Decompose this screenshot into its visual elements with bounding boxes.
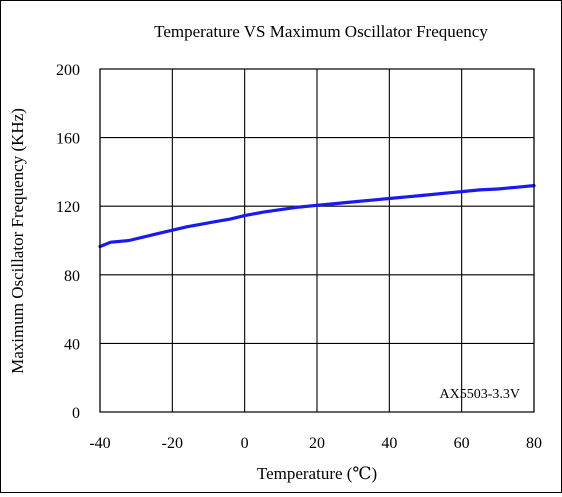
y-tick-label: 40 <box>64 336 80 353</box>
tick-labels: -40 -20 0 20 40 60 80 0 40 80 120 160 200 <box>56 62 542 452</box>
chart-annotation: AX5503-3.3V <box>440 387 521 402</box>
series-layer <box>98 184 536 249</box>
y-tick-label: 200 <box>56 62 80 79</box>
y-tick-label: 80 <box>64 268 80 285</box>
x-tick-label: 80 <box>526 435 542 452</box>
x-tick-label: -40 <box>89 435 110 452</box>
y-tick-label: 0 <box>72 405 80 422</box>
y-axis-title: Maximum Oscillator Frequency (KHz) <box>8 108 27 374</box>
x-tick-label: 0 <box>241 435 249 452</box>
chart-title: Temperature VS Maximum Oscillator Freque… <box>154 22 488 41</box>
x-tick-label: -20 <box>162 435 183 452</box>
plot-frame <box>99 68 535 413</box>
x-tick-label: 40 <box>381 435 397 452</box>
x-tick-label: 60 <box>454 435 470 452</box>
x-tick-label: 20 <box>309 435 325 452</box>
y-tick-label: 120 <box>56 199 80 216</box>
series-line <box>98 184 536 249</box>
y-tick-label: 160 <box>56 131 80 148</box>
x-axis-title: Temperature (℃) <box>257 464 377 483</box>
